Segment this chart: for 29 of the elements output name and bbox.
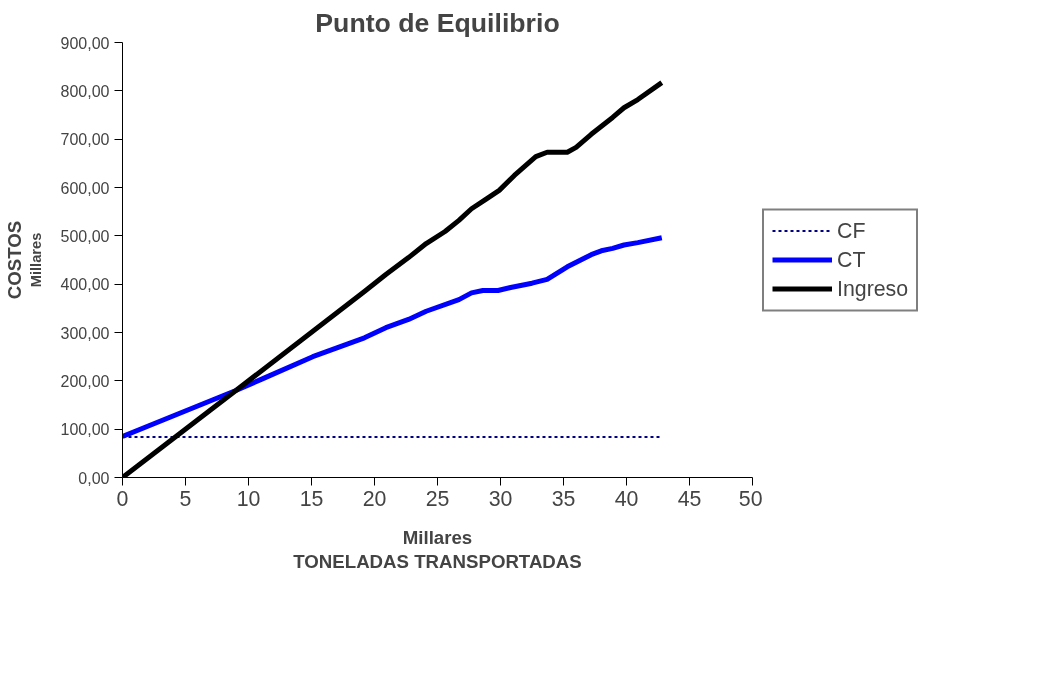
y-tick-label: 600,00 xyxy=(60,179,110,197)
x-tick-label: 5 xyxy=(179,486,192,511)
x-tick-label: 10 xyxy=(236,486,261,511)
x-tick-label: 15 xyxy=(299,486,324,511)
x-tick-label: 35 xyxy=(551,486,576,511)
text: Millares xyxy=(27,232,44,288)
x-tick-label: 50 xyxy=(738,486,763,511)
y-tick-label: 900,00 xyxy=(60,34,110,52)
y-tick-label: 400,00 xyxy=(60,276,110,294)
y-tick-label: 200,00 xyxy=(60,372,110,390)
x-tick-label: 0 xyxy=(116,486,129,511)
y-tick-label: 100,00 xyxy=(60,421,110,439)
y-tick-label: 700,00 xyxy=(60,131,110,149)
text: Millares xyxy=(402,526,473,548)
y-tick-label: 300,00 xyxy=(60,324,110,342)
y-axis-title: COSTOS xyxy=(3,220,25,300)
chart-title: Punto de Equilibrio xyxy=(315,7,560,38)
x-axis-title: TONELADAS TRANSPORTADAS xyxy=(293,550,582,572)
legend-label: CF xyxy=(837,218,866,243)
y-tick-label: 0,00 xyxy=(78,469,110,487)
x-tick-label: 25 xyxy=(425,486,450,511)
y-tick-label: 500,00 xyxy=(60,227,110,245)
legend-label: CT xyxy=(837,247,866,272)
x-tick-label: 20 xyxy=(362,486,387,511)
x-tick-label: 40 xyxy=(614,486,639,511)
legend-label: Ingreso xyxy=(837,276,909,301)
y-tick-label: 800,00 xyxy=(60,82,110,100)
x-tick-label: 30 xyxy=(488,486,513,511)
x-tick-label: 45 xyxy=(677,486,702,511)
